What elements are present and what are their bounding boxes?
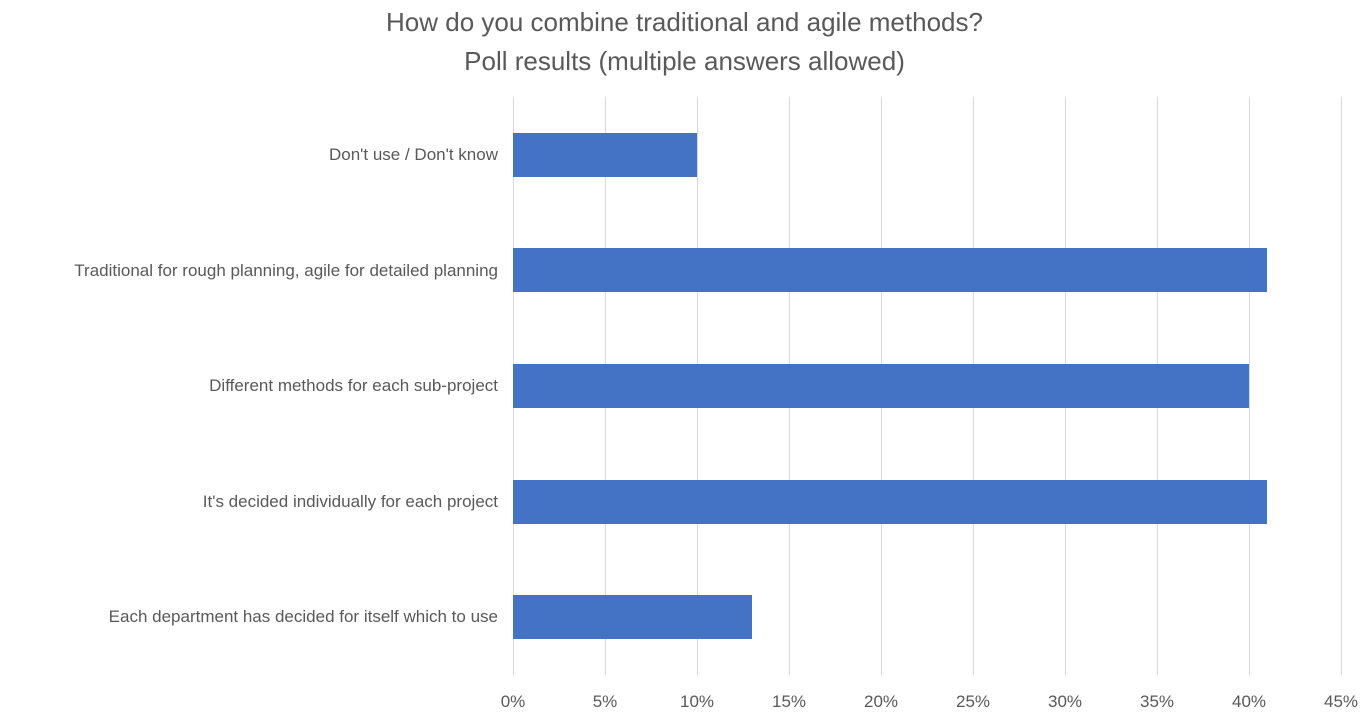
category-label-3: It's decided individually for each proje… bbox=[202, 492, 498, 511]
x-tick-label: 25% bbox=[955, 692, 991, 711]
bar-3 bbox=[513, 480, 1267, 524]
x-tick-label: 35% bbox=[1139, 692, 1175, 711]
category-label-4: Each department has decided for itself w… bbox=[108, 607, 498, 626]
x-tick-label: 30% bbox=[1047, 692, 1083, 711]
chart-title-line1: How do you combine traditional and agile… bbox=[386, 7, 983, 37]
category-label-1: Traditional for rough planning, agile fo… bbox=[74, 261, 498, 280]
gridline-45% bbox=[1341, 97, 1342, 675]
gridline-40% bbox=[1249, 97, 1250, 675]
category-label-0: Don't use / Don't know bbox=[328, 145, 498, 164]
plot-area bbox=[513, 97, 1342, 675]
x-tick-label: 45% bbox=[1323, 692, 1359, 711]
category-label-2: Different methods for each sub-project bbox=[209, 376, 498, 395]
chart-title: How do you combine traditional and agile… bbox=[0, 3, 1369, 81]
x-tick-label: 15% bbox=[771, 692, 807, 711]
x-tick-label: 20% bbox=[863, 692, 899, 711]
bar-2 bbox=[513, 364, 1249, 408]
bar-4 bbox=[513, 595, 752, 639]
bar-0 bbox=[513, 133, 697, 177]
chart-title-line2: Poll results (multiple answers allowed) bbox=[464, 46, 905, 76]
x-tick-label: 10% bbox=[679, 692, 715, 711]
x-tick-label: 40% bbox=[1231, 692, 1267, 711]
x-tick-label: 0% bbox=[500, 692, 526, 711]
bar-1 bbox=[513, 248, 1267, 292]
x-tick-label: 5% bbox=[592, 692, 618, 711]
